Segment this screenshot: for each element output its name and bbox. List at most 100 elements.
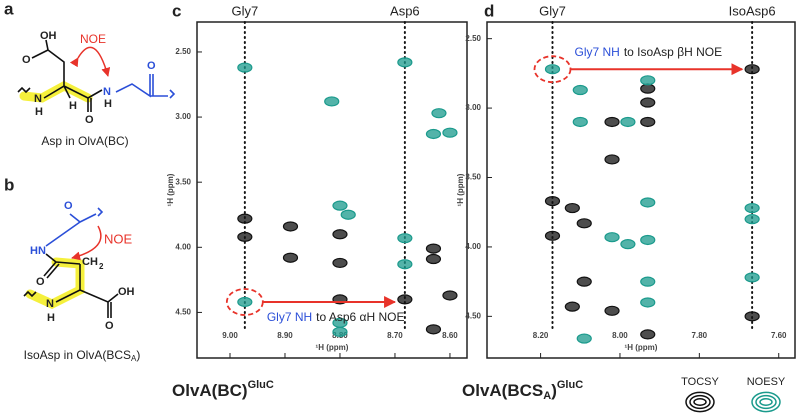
title-part: )	[551, 381, 557, 400]
peak	[744, 64, 760, 75]
y-tick-label: 4.50	[465, 311, 481, 320]
peak	[640, 75, 656, 86]
peak	[397, 294, 413, 305]
legend-swatch	[685, 391, 715, 413]
atom: N	[34, 93, 42, 105]
x-axis-label: ¹H (ppm)	[625, 343, 658, 352]
panel-letter: d	[484, 1, 494, 20]
atom: CH	[82, 256, 98, 268]
peak	[431, 108, 447, 119]
bonds-blue	[115, 74, 176, 99]
annotation-highlight: Gly7 NH	[574, 45, 619, 59]
annotation-text: to IsoAsp βH NOE	[624, 45, 722, 59]
legend-swatch	[759, 398, 773, 406]
panel-letter: a	[4, 0, 14, 18]
peak	[442, 290, 458, 301]
peak	[744, 311, 760, 322]
noe-arrow	[69, 46, 111, 77]
atom: OH	[40, 30, 57, 42]
guide-label: Asp6	[390, 3, 420, 18]
peak	[572, 116, 588, 128]
peak	[442, 127, 458, 138]
caption-sub: A	[131, 354, 137, 363]
y-axis-label: ¹H (ppm)	[166, 173, 175, 206]
bonds	[17, 39, 103, 112]
peak	[620, 116, 636, 128]
peak	[237, 62, 253, 73]
legend-label: NOESY	[747, 376, 786, 388]
x-tick-label: 8.90	[277, 331, 293, 340]
caption: IsoAsp in OlvA(BCSA)	[24, 348, 141, 363]
peak	[640, 276, 656, 287]
y-tick-label: 4.50	[175, 308, 191, 317]
structure-a: a OH O N H H O N H O NOE Asp in OlvA(BC)	[4, 0, 176, 148]
x-axis-label: ¹H (ppm)	[316, 343, 349, 352]
atom: O	[105, 320, 114, 332]
panel-letter: c	[172, 1, 181, 20]
peak	[425, 243, 442, 254]
peak	[237, 213, 253, 224]
x-tick-label: 7.60	[771, 331, 787, 340]
noe-label: NOE	[104, 231, 133, 246]
peak	[425, 324, 442, 335]
atom: O	[64, 200, 73, 212]
legend-swatch	[751, 391, 781, 413]
atom: HN	[30, 245, 46, 257]
peak	[564, 202, 580, 214]
peak	[576, 218, 592, 229]
atom: H	[35, 106, 43, 118]
peak	[640, 83, 656, 94]
annotation-text: to Asp6 αH NOE	[316, 310, 404, 324]
annotation: Gly7 NH to IsoAsp βH NOE	[574, 45, 722, 59]
legend-swatch	[755, 394, 777, 410]
x-tick-label: 9.00	[222, 331, 238, 340]
peak	[640, 197, 656, 208]
panel-title: OlvA(BCSA)GluC	[462, 379, 583, 402]
annotation-highlight: Gly7 NH	[267, 310, 312, 324]
peak	[544, 64, 561, 75]
legend-swatch	[689, 394, 711, 410]
plot-frame	[196, 21, 468, 359]
peak	[544, 230, 561, 241]
peak	[282, 252, 299, 263]
y-tick-label: 3.50	[175, 177, 191, 186]
x-tick-label: 8.70	[387, 331, 403, 340]
peak	[332, 200, 348, 211]
atom: N	[103, 86, 111, 98]
peak	[640, 116, 656, 128]
peak	[640, 97, 656, 108]
y-tick-label: 4.00	[175, 242, 191, 251]
atom: N	[46, 298, 54, 310]
peak	[604, 154, 620, 165]
peak	[425, 128, 442, 140]
legend-swatch	[693, 398, 707, 406]
y-tick-label: 3.00	[175, 112, 191, 121]
peak	[237, 296, 253, 308]
peak	[397, 259, 413, 270]
caption-text: )	[136, 348, 140, 362]
title-part: GluC	[557, 379, 583, 391]
peak	[544, 196, 561, 207]
peak	[572, 84, 588, 96]
noe-arrow	[71, 225, 102, 261]
peak	[332, 326, 348, 338]
y-tick-label: 4.00	[465, 242, 481, 251]
annotation: Gly7 NH to Asp6 αH NOE	[267, 310, 405, 324]
peak	[744, 214, 760, 225]
peak	[604, 116, 620, 128]
peak	[620, 239, 636, 250]
peak	[640, 234, 656, 246]
y-tick-label: 3.00	[465, 103, 481, 112]
peak	[604, 232, 620, 243]
legend-label: TOCSY	[681, 376, 719, 388]
title-part: A	[543, 390, 551, 402]
y-tick-label: 3.50	[465, 173, 481, 182]
peak	[564, 301, 580, 312]
caption: Asp in OlvA(BC)	[41, 134, 128, 148]
bonds-blue	[45, 207, 104, 247]
peak	[340, 209, 356, 220]
guide-label: IsoAsp6	[729, 3, 776, 18]
peak	[332, 229, 348, 240]
peak	[640, 329, 656, 340]
noe-label: NOE	[80, 32, 106, 46]
